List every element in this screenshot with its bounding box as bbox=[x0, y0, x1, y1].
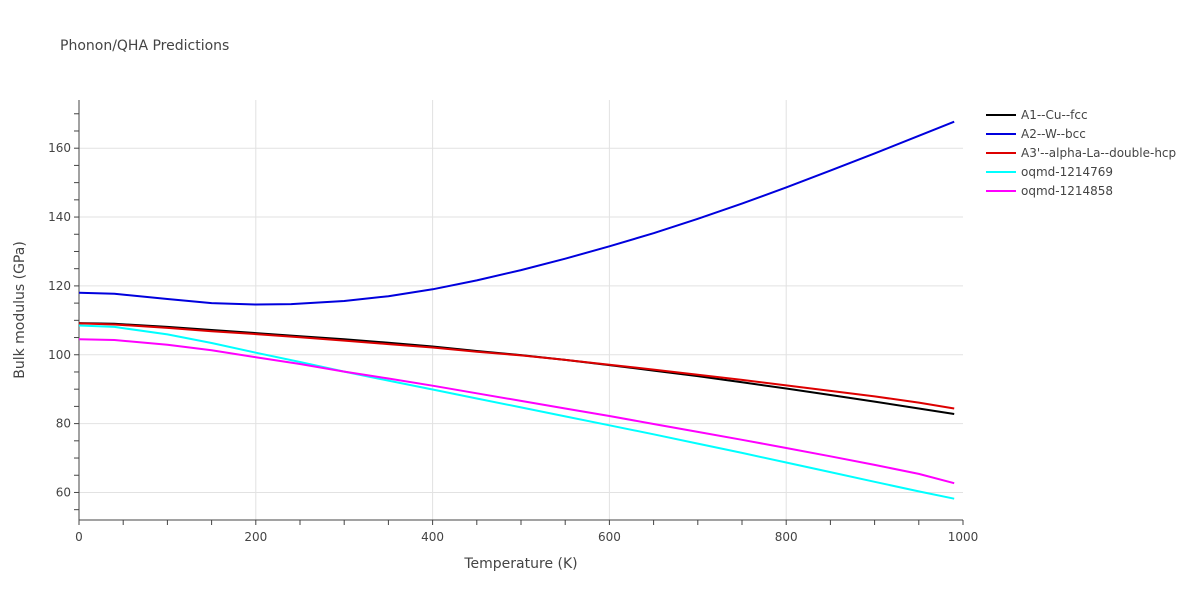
legend-label: A1--Cu--fcc bbox=[1021, 108, 1088, 122]
chart-title: Phonon/QHA Predictions bbox=[60, 38, 229, 54]
legend-item[interactable]: oqmd-1214858 bbox=[986, 184, 1113, 198]
y-tick-label: 140 bbox=[48, 210, 71, 224]
legend-label: A2--W--bcc bbox=[1021, 127, 1086, 141]
x-tick-label: 400 bbox=[421, 530, 444, 544]
y-tick-label: 60 bbox=[56, 485, 71, 499]
legend-item[interactable]: oqmd-1214769 bbox=[986, 165, 1113, 179]
legend-label: oqmd-1214858 bbox=[1021, 184, 1113, 198]
x-tick-label: 800 bbox=[775, 530, 798, 544]
series-line-4 bbox=[78, 324, 955, 500]
grid-layer bbox=[79, 100, 963, 520]
legend-label: oqmd-1214769 bbox=[1021, 165, 1113, 179]
y-tick-label: 160 bbox=[48, 141, 71, 155]
legend-item[interactable]: A3'--alpha-La--double-hcp bbox=[986, 146, 1176, 160]
series-line-2 bbox=[78, 120, 955, 306]
legend-label: A3'--alpha-La--double-hcp bbox=[1021, 146, 1176, 160]
axes-layer: 0 200 400 600 800 1000 60 80 100 120 140 160 bbox=[48, 100, 978, 544]
legend-item[interactable]: A2--W--bcc bbox=[986, 127, 1086, 141]
series-line-5 bbox=[78, 338, 955, 485]
x-tick-label: 600 bbox=[598, 530, 621, 544]
y-tick-label: 100 bbox=[48, 348, 71, 362]
y-axis-title: Bulk modulus (GPa) bbox=[12, 241, 28, 379]
x-tick-label: 1000 bbox=[948, 530, 979, 544]
legend[interactable]: A1--Cu--fcc A2--W--bcc A3'--alpha-La--doub… bbox=[986, 108, 1176, 198]
y-tick-label: 120 bbox=[48, 279, 71, 293]
x-tick-label: 200 bbox=[244, 530, 267, 544]
y-tick-label: 80 bbox=[56, 417, 71, 431]
x-axis-title: Temperature (K) bbox=[463, 556, 577, 572]
legend-item[interactable]: A1--Cu--fcc bbox=[986, 108, 1088, 122]
series-layer bbox=[78, 120, 955, 500]
x-tick-label: 0 bbox=[75, 530, 83, 544]
series-line-3 bbox=[78, 322, 955, 410]
